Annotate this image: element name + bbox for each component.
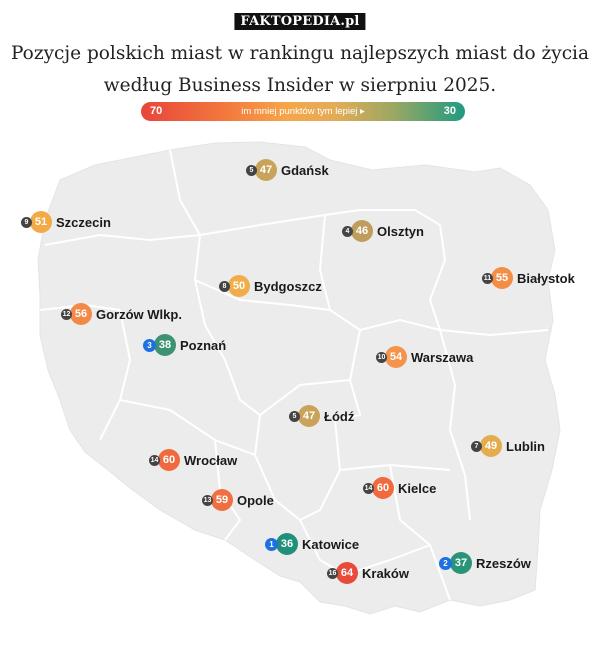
city-opole: 13 59 Opole	[202, 488, 274, 512]
score-circle: 60	[158, 449, 180, 471]
score-circle: 60	[372, 477, 394, 499]
rank-badge: 3	[143, 338, 156, 352]
title-line-2: według Business Insider w sierpniu 2025.	[103, 75, 497, 96]
rank-badge: 2	[439, 556, 452, 570]
score-circle: 36	[276, 533, 298, 555]
page-title: Pozycje polskich miast w rankingu najlep…	[0, 38, 600, 102]
score-circle: 54	[385, 346, 407, 368]
city-name: Warszawa	[411, 349, 474, 365]
city-szczecin: 9 51 Szczecin	[21, 210, 111, 234]
scale-caption: im mniej punktów tym lepiej ▸	[241, 106, 365, 117]
rank-badge: 8	[219, 280, 230, 292]
brand-logo: FAKTOPEDIA.pl	[234, 13, 366, 30]
rank-badge: 5	[246, 164, 257, 176]
city-warszawa: 10 54 Warszawa	[376, 345, 473, 369]
city-name: Kielce	[398, 480, 437, 496]
city-name: Bydgoszcz	[254, 278, 322, 294]
score-circle: 38	[154, 334, 176, 356]
city-bialystok: 11 55 Białystok	[482, 266, 575, 290]
city-name: Opole	[237, 492, 274, 508]
city-gorzow: 12 56 Gorzów Wlkp.	[61, 302, 182, 326]
city-name: Kraków	[362, 565, 409, 581]
city-wroclaw: 14 60 Wrocław	[149, 448, 237, 472]
city-katowice: 1 36 Katowice	[265, 532, 359, 556]
score-scale-legend: 70 im mniej punktów tym lepiej ▸ 30	[141, 102, 465, 121]
rank-badge: 1	[265, 537, 278, 551]
rank-badge: 5	[289, 410, 300, 422]
score-circle: 37	[450, 552, 472, 574]
rank-badge: 12	[61, 308, 72, 320]
rank-badge: 9	[21, 216, 32, 228]
rank-badge: 14	[149, 454, 160, 466]
title-line-1: Pozycje polskich miast w rankingu najlep…	[10, 43, 590, 64]
score-circle: 47	[298, 405, 320, 427]
scale-max-label: 30	[443, 105, 456, 117]
score-circle: 64	[336, 562, 358, 584]
poland-outline	[37, 141, 561, 615]
city-kielce: 14 60 Kielce	[363, 476, 436, 500]
score-circle: 49	[480, 435, 502, 457]
score-circle: 46	[351, 220, 373, 242]
city-rzeszow: 2 37 Rzeszów	[439, 551, 531, 575]
score-circle: 55	[491, 267, 513, 289]
city-name: Olsztyn	[377, 223, 424, 239]
city-olsztyn: 4 46 Olsztyn	[342, 219, 424, 243]
city-name: Gorzów Wlkp.	[96, 306, 182, 322]
rank-badge: 7	[471, 440, 482, 452]
score-circle: 56	[70, 303, 92, 325]
rank-badge: 16	[327, 567, 338, 579]
city-name: Katowice	[302, 536, 360, 552]
city-name: Szczecin	[56, 214, 111, 230]
score-circle: 59	[211, 489, 233, 511]
city-lublin: 7 49 Lublin	[471, 434, 545, 458]
rank-badge: 10	[376, 351, 387, 363]
score-circle: 50	[228, 275, 250, 297]
rank-badge: 4	[342, 225, 353, 237]
city-gdansk: 5 47 Gdańsk	[246, 158, 329, 182]
scale-min-label: 70	[150, 105, 163, 117]
city-name: Białystok	[517, 270, 575, 286]
city-name: Rzeszów	[476, 555, 531, 571]
city-bydgoszcz: 8 50 Bydgoszcz	[219, 274, 322, 298]
city-name: Gdańsk	[281, 162, 329, 178]
city-poznan: 3 38 Poznań	[143, 333, 226, 357]
rank-badge: 11	[482, 272, 493, 284]
city-krakow: 16 64 Kraków	[327, 561, 409, 585]
city-name: Wrocław	[184, 452, 238, 468]
rank-badge: 13	[202, 494, 213, 506]
city-name: Poznań	[180, 337, 227, 353]
city-lodz: 5 47 Łódź	[289, 404, 354, 428]
score-circle: 47	[255, 159, 277, 181]
city-name: Lublin	[506, 438, 545, 454]
score-circle: 51	[30, 211, 52, 233]
rank-badge: 14	[363, 482, 374, 494]
city-name: Łódź	[324, 408, 355, 424]
